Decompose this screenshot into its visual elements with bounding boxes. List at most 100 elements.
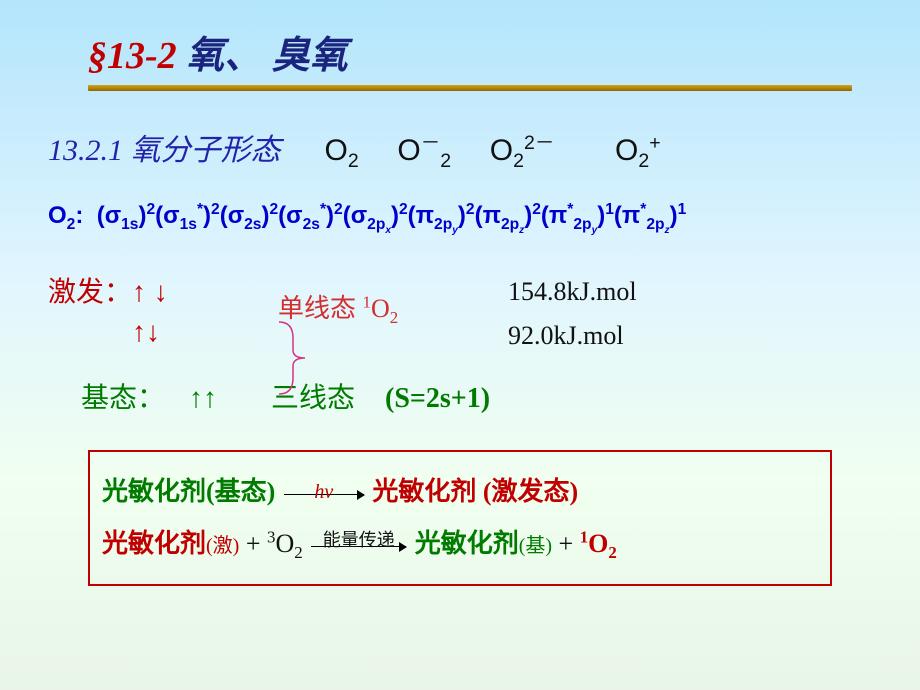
orb2-star: * — [197, 201, 203, 218]
section-number: §13-2 — [88, 35, 177, 77]
singlet-o: O — [371, 294, 390, 323]
energy-values: 154.8kJ.mol 92.0kJ.mol — [498, 270, 637, 358]
orb8-subi: y — [592, 225, 598, 236]
title-rule — [88, 85, 852, 91]
orb4-star: * — [320, 201, 326, 218]
orb1-g: σ — [105, 202, 121, 229]
orb9-subi: z — [665, 225, 670, 236]
reaction-2: 光敏化剂(激) + 3O2 能量传递 光敏化剂(基) + 1O2 — [102, 518, 818, 570]
o2p-base: O — [615, 134, 638, 167]
excited-state-row: 激发：↑ ↓ 激发：↑↓ 单线态 1O2 154.8kJ.mol 92.0kJ.… — [48, 270, 872, 358]
r2-a: 光敏化剂 — [102, 529, 206, 558]
orb3-sup: 2 — [269, 201, 278, 218]
r2-plus1: + — [246, 529, 267, 558]
r1-hv: hv — [314, 472, 333, 512]
o22m-sup: 2－ — [524, 132, 554, 154]
o2m-base: O — [397, 134, 420, 167]
species-o2plus: O2+ — [615, 134, 661, 167]
orb1-sub: 1s — [121, 216, 138, 233]
o22m-sub: 2 — [513, 150, 524, 172]
ground-state-row: 基态： ↑↑ 三线态 (S=2s+1) — [48, 376, 872, 416]
subsection-row: 13.2.1 氧分子形态 O2 O－2 O22－ O2+ — [48, 125, 872, 173]
subsection-label: 氧分子形态 — [123, 134, 281, 167]
orb4-g: σ — [286, 202, 302, 229]
orb5-subi: x — [385, 225, 391, 236]
orb4-sup: 2 — [334, 201, 343, 218]
orb1-sup: 2 — [146, 201, 155, 218]
singlet-label: 单线态 1O2 — [278, 270, 498, 328]
species-o22minus: O22－ — [490, 134, 555, 167]
ground-arrows: ↑↑ — [189, 382, 217, 413]
orb8-sub: 2p — [573, 216, 591, 233]
orb9-sup: 1 — [678, 201, 687, 218]
r2-sup1: 1 — [580, 528, 588, 547]
o2m-sub: 2 — [440, 150, 451, 172]
r2-o2: O — [588, 529, 608, 558]
orb7-sub: 2p — [501, 216, 519, 233]
singlet-sup: 1 — [363, 292, 371, 311]
o2m-sup: － — [421, 132, 441, 154]
orb3-g: σ — [228, 202, 244, 229]
page-title: §13-2 氧、 臭氧 — [48, 24, 872, 85]
orb2-sub: 1s — [180, 216, 197, 233]
orb6-subi: y — [452, 225, 458, 236]
op-base: O — [48, 202, 67, 229]
orb2-sup: 2 — [211, 201, 220, 218]
subsection-heading: 13.2.1 氧分子形态 — [48, 125, 281, 169]
ground-label: 基态： — [81, 383, 165, 414]
r1-left: 光敏化剂(基态) — [102, 477, 275, 506]
o22m-base: O — [490, 134, 513, 167]
excited-arrows-2: ↑↓ — [132, 316, 160, 347]
reaction-1: 光敏化剂(基态) hv 光敏化剂 (激发态) — [102, 466, 818, 518]
section-text: 氧、 臭氧 — [177, 35, 348, 77]
species-list: O2 O－2 O22－ O2+ — [325, 126, 661, 173]
r2-plus2: + — [559, 529, 580, 558]
species-o2minus: O－2 — [397, 134, 451, 167]
energy-1: 154.8kJ.mol — [508, 270, 637, 314]
orb4-sub: 2s — [303, 216, 320, 233]
op-colon: : — [75, 202, 83, 229]
r2-o2sub: 2 — [608, 543, 616, 562]
reaction-box: 光敏化剂(基态) hv 光敏化剂 (激发态) 光敏化剂(激) + 3O2 能量传… — [88, 450, 832, 586]
r2-c-small: (基) — [519, 535, 552, 557]
orb9-sub: 2p — [646, 216, 664, 233]
r2-1o2: 1O2 — [580, 529, 617, 558]
orb3-sub: 2s — [244, 216, 261, 233]
spin-formula: (S=2s+1) — [385, 383, 490, 414]
orb6-g: π — [416, 202, 434, 229]
singlet-sub: 2 — [390, 308, 398, 327]
orb9-g: π — [622, 202, 640, 229]
r2-osub: 2 — [294, 543, 302, 562]
o2-base: O — [325, 134, 348, 167]
r2-a-small: (激) — [206, 535, 239, 557]
excited-arrows-1: ↑ ↓ — [132, 276, 168, 307]
orb5-sup: 2 — [399, 201, 408, 218]
orb6-sub: 2p — [434, 216, 452, 233]
orb6-sup: 2 — [466, 201, 475, 218]
r2-o: O — [275, 529, 294, 558]
curly-bracket-icon — [275, 318, 311, 398]
orb7-g: π — [483, 202, 501, 229]
o2-sub: 2 — [348, 150, 359, 172]
orb7-sup: 2 — [532, 201, 541, 218]
r2-transfer: 能量传递 — [323, 522, 395, 558]
o2p-sub: 2 — [638, 150, 649, 172]
excited-label: 激发： — [48, 277, 132, 308]
r1-arrow: hv — [284, 494, 364, 495]
o2p-sup: + — [649, 132, 660, 154]
r2-c: 光敏化剂 — [415, 529, 519, 558]
species-o2: O2 — [325, 134, 359, 167]
orb7-subi: z — [519, 225, 524, 236]
orbital-prefix: O2: — [48, 202, 83, 229]
r1-right: 光敏化剂 (激发态) — [372, 477, 578, 506]
energy-2: 92.0kJ.mol — [508, 314, 637, 358]
subsection-number: 13.2.1 — [48, 134, 123, 167]
orb8-sup: 1 — [605, 201, 614, 218]
orbital-config: O2: (σ1s)2(σ1s*)2(σ2s)2(σ2s*)2(σ2px)2(π2… — [48, 201, 872, 236]
orb8-g: π — [549, 202, 567, 229]
excited-left: 激发：↑ ↓ 激发：↑↓ — [48, 270, 278, 350]
orb5-g: σ — [351, 202, 367, 229]
orb5-sub: 2p — [367, 216, 385, 233]
orb2-g: σ — [163, 202, 179, 229]
r2-arrow: 能量传递 — [311, 546, 406, 547]
